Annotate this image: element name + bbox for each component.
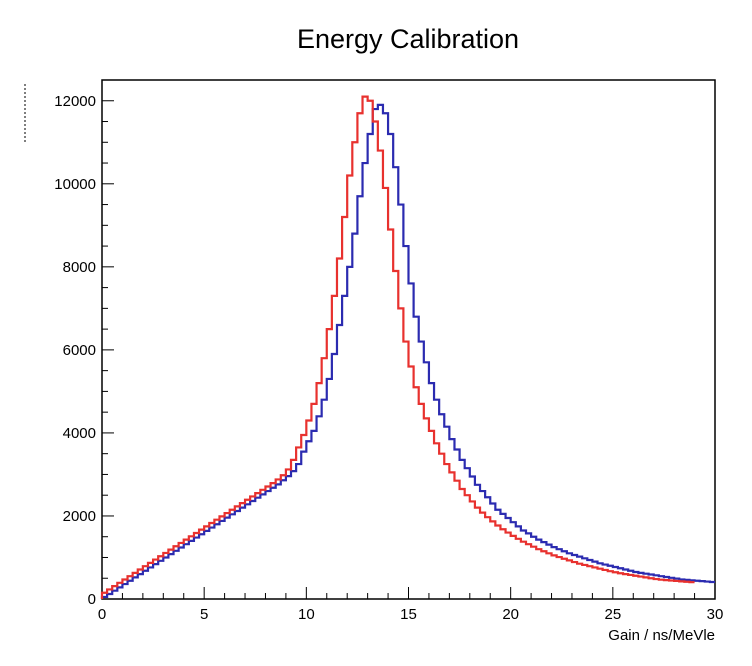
y-tick-label: 12000 bbox=[54, 93, 96, 110]
y-tick-label: 8000 bbox=[63, 259, 96, 276]
y-tick-label: 2000 bbox=[63, 508, 96, 525]
x-tick-label: 0 bbox=[98, 606, 106, 623]
series-line-2 bbox=[100, 95, 695, 599]
x-tick-label: 25 bbox=[604, 606, 621, 623]
y-tick-label: 0 bbox=[88, 591, 96, 608]
x-tick-label: 15 bbox=[400, 606, 417, 623]
x-tick-label: 5 bbox=[200, 606, 208, 623]
series-line-1 bbox=[100, 103, 715, 599]
chart-title: Energy Calibration bbox=[297, 24, 519, 54]
plot-frame bbox=[101, 79, 716, 600]
ticks-layer bbox=[101, 79, 716, 600]
x-axis-title: Gain / ns/MeVle bbox=[608, 627, 715, 644]
x-tick-label: 20 bbox=[502, 606, 519, 623]
labels-layer: 0 5 10 15 20 25 30 0 2000 4000 6000 8000 10000 12000 bbox=[54, 93, 723, 623]
y-tick-label: 10000 bbox=[54, 176, 96, 193]
series-layer bbox=[100, 95, 715, 599]
x-tick-label: 30 bbox=[707, 606, 724, 623]
y-tick-label: 4000 bbox=[63, 425, 96, 442]
x-tick-label: 10 bbox=[298, 606, 315, 623]
y-tick-label: 6000 bbox=[63, 342, 96, 359]
